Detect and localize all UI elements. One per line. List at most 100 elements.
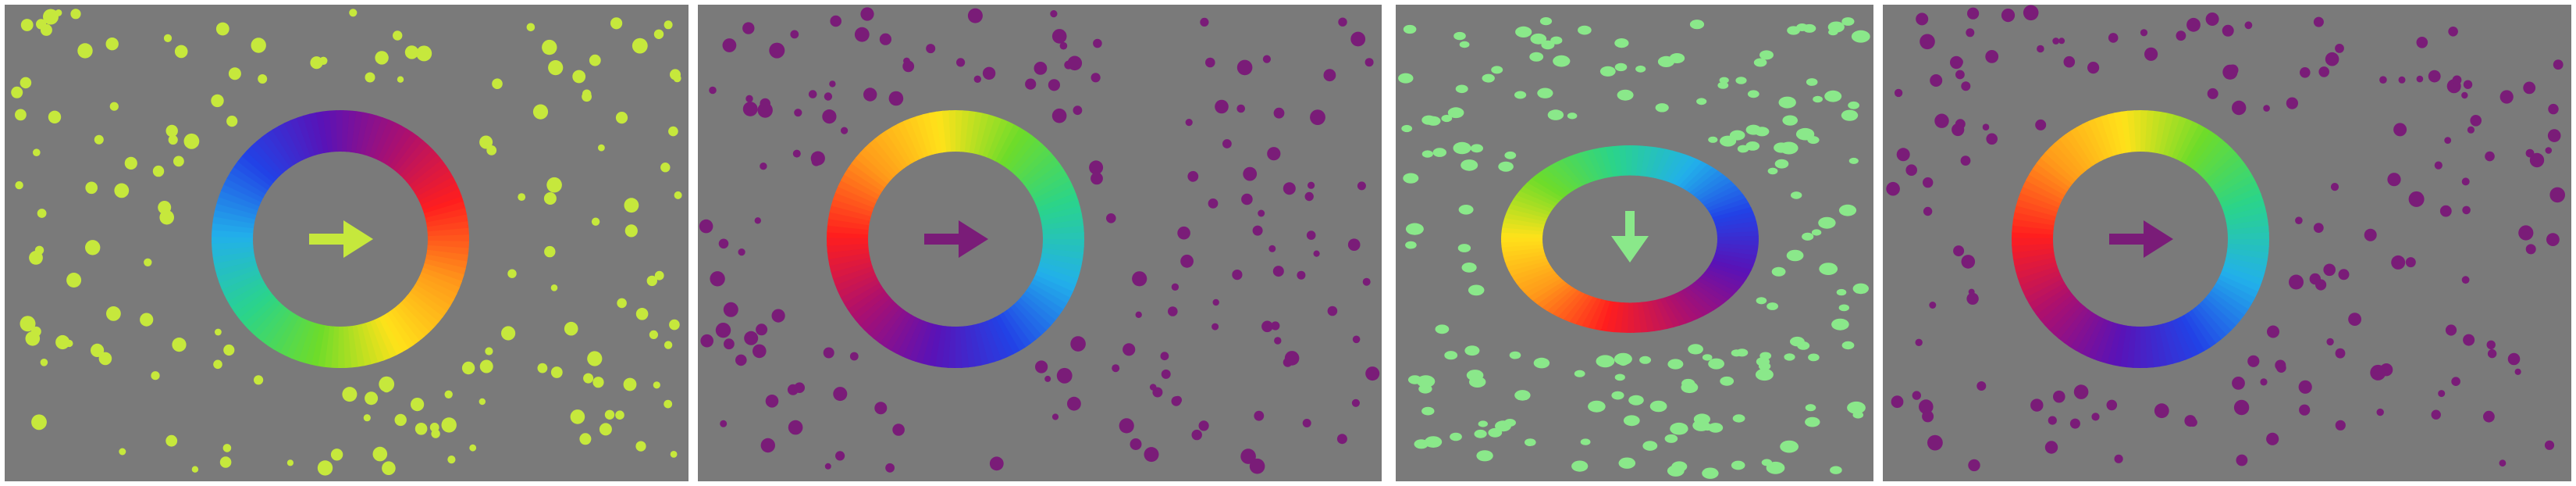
dot	[1702, 423, 1713, 431]
dot	[91, 343, 105, 357]
dot	[1461, 159, 1478, 171]
dot	[2461, 177, 2470, 186]
stimulus-panel-1	[5, 5, 688, 481]
dot	[720, 420, 728, 427]
dot	[2379, 76, 2387, 84]
dot	[1357, 181, 1366, 191]
stimulus-panel-4	[1883, 5, 2571, 481]
dot	[1886, 181, 1900, 196]
dot	[849, 352, 859, 361]
dot	[1338, 17, 1347, 27]
dot	[2434, 161, 2443, 170]
dot	[744, 331, 759, 345]
dot	[15, 180, 23, 190]
dot	[1161, 369, 1171, 379]
dot	[824, 92, 833, 101]
dot	[172, 338, 187, 352]
dot	[2313, 16, 2324, 27]
dot	[674, 191, 682, 199]
dot	[1838, 204, 1857, 216]
dot	[1915, 338, 1923, 346]
dot	[2335, 348, 2346, 359]
dot	[1912, 391, 1921, 400]
dot	[570, 409, 585, 424]
dot	[2529, 152, 2545, 168]
dot	[173, 155, 184, 167]
dot	[1168, 306, 1178, 316]
dot-field	[699, 7, 1380, 474]
dot	[1819, 263, 1838, 275]
dot	[2514, 368, 2521, 375]
dot	[1966, 292, 1979, 305]
dot	[1514, 91, 1527, 99]
dot	[1498, 161, 1514, 172]
dot	[1670, 422, 1688, 435]
dot	[1808, 353, 1820, 362]
panel-1-canvas	[11, 9, 682, 476]
dot	[860, 7, 874, 21]
dot	[544, 245, 556, 258]
dot	[1421, 150, 1433, 158]
dot	[1667, 359, 1684, 370]
dot	[411, 398, 425, 412]
dot	[1414, 439, 1429, 449]
dot	[152, 165, 165, 177]
dot	[1461, 263, 1477, 273]
dot	[2376, 408, 2384, 416]
dot	[745, 95, 753, 102]
dot	[159, 209, 174, 225]
dot	[1273, 107, 1285, 119]
dot	[2463, 334, 2475, 346]
dot	[2439, 205, 2452, 217]
dot	[1336, 434, 1347, 445]
dot	[119, 448, 126, 456]
dot	[1824, 90, 1842, 102]
dot	[2462, 205, 2471, 215]
dot	[754, 217, 761, 224]
dot	[1283, 182, 1296, 195]
dot	[1967, 7, 1980, 20]
dot	[1144, 447, 1159, 463]
dot	[546, 177, 562, 193]
dot	[66, 273, 82, 288]
dot	[1070, 336, 1086, 352]
dot	[222, 444, 232, 452]
dot	[1405, 241, 1417, 249]
dot	[507, 269, 517, 278]
dot	[2544, 440, 2555, 450]
dot	[1828, 29, 1838, 36]
dot	[2073, 384, 2089, 399]
dot	[2035, 119, 2047, 130]
dot	[29, 251, 43, 265]
dot	[379, 376, 395, 392]
dot	[1588, 400, 1606, 413]
dot	[1759, 50, 1774, 60]
dot	[1327, 306, 1338, 316]
dot	[382, 461, 396, 475]
dot	[742, 102, 758, 116]
dot	[2348, 313, 2361, 326]
dot	[753, 344, 767, 359]
dot	[1458, 205, 1474, 215]
dot	[469, 444, 477, 452]
dot	[1091, 172, 1103, 185]
dot	[2144, 47, 2158, 61]
dot	[479, 359, 493, 373]
dot	[1313, 250, 1320, 257]
dot	[2525, 244, 2536, 255]
dot	[653, 381, 660, 389]
dot	[1261, 320, 1273, 333]
dot	[841, 127, 849, 134]
dot	[2547, 129, 2561, 142]
dot	[1119, 418, 1134, 434]
dot	[810, 151, 825, 166]
dot	[1073, 105, 1083, 116]
dot	[542, 39, 557, 55]
dot	[1553, 55, 1571, 67]
dot	[365, 72, 375, 83]
dot	[1455, 84, 1468, 94]
dot	[1051, 413, 1059, 420]
dot	[1418, 384, 1432, 394]
dot	[579, 433, 592, 445]
dot	[1091, 73, 1101, 83]
